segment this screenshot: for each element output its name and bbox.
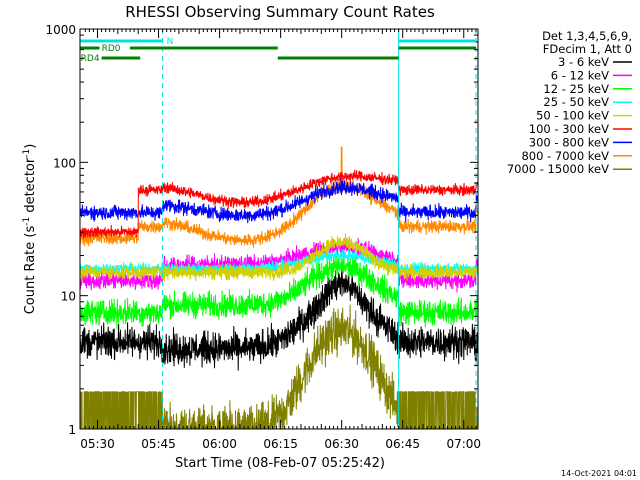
series-line-5 — [80, 233, 478, 282]
chart-title: RHESSI Observing Summary Count Rates — [125, 3, 435, 21]
flag-n-label: N — [167, 37, 174, 47]
y-axis: 1 10 100 1000 — [45, 23, 478, 437]
flag-rd0-label: RD0 — [102, 44, 121, 54]
legend-label-4: 25 - 50 keV — [543, 95, 609, 109]
legend-label-6: 100 - 300 keV — [529, 122, 609, 136]
x-tick-label: 06:15 — [263, 437, 298, 451]
x-tick-label: 06:00 — [202, 437, 237, 451]
series-line-1 — [80, 261, 478, 371]
legend-label-5: 50 - 100 keV — [536, 109, 609, 123]
series-group — [80, 146, 478, 429]
flag-rd4-label: RD4 — [81, 54, 100, 64]
series-line-4 — [80, 249, 478, 276]
legend-label-2: 6 - 12 keV — [551, 68, 609, 82]
legend-label-1: 3 - 6 keV — [558, 55, 609, 69]
plot-area — [80, 146, 478, 429]
legend-label-9: 7000 - 15000 keV — [507, 162, 609, 176]
x-tick-label: 06:45 — [385, 437, 420, 451]
legend-label-3: 12 - 25 keV — [543, 82, 609, 96]
y-tick-label: 1 — [68, 423, 76, 437]
y-tick-label: 100 — [53, 156, 76, 170]
legend: Det 1,3,4,5,6,9, FDecim 1, Att 0 3 - 6 k… — [507, 29, 632, 176]
legend-header-line-1: Det 1,3,4,5,6,9, — [542, 29, 632, 43]
legend-label-8: 800 - 7000 keV — [521, 149, 609, 163]
series-line-8 — [80, 146, 478, 248]
legend-header-line-2: FDecim 1, Att 0 — [543, 42, 632, 56]
plot-frame — [79, 28, 479, 430]
series-line-7 — [80, 177, 478, 224]
y-tick-label: 1000 — [45, 23, 76, 37]
x-tick-label: 07:00 — [446, 437, 481, 451]
legend-label-7: 300 - 800 keV — [529, 135, 609, 149]
x-tick-label: 05:45 — [141, 437, 176, 451]
y-tick-label: 10 — [61, 290, 76, 304]
x-tick-label: 05:30 — [80, 437, 115, 451]
x-axis: 05:30 05:45 06:00 06:15 06:30 06:45 07:00 — [80, 29, 481, 451]
series-line-2 — [80, 237, 478, 293]
series-line-3 — [80, 253, 478, 329]
series-line-9 — [80, 304, 478, 429]
y-axis-label: Count Rate (s-1 detector-1) — [22, 144, 38, 315]
footer-date: 14-Oct-2021 04:01 — [561, 469, 637, 478]
x-tick-label: 06:30 — [324, 437, 359, 451]
series-line-6 — [80, 169, 478, 239]
x-axis-label: Start Time (08-Feb-07 05:25:42) — [175, 456, 385, 471]
